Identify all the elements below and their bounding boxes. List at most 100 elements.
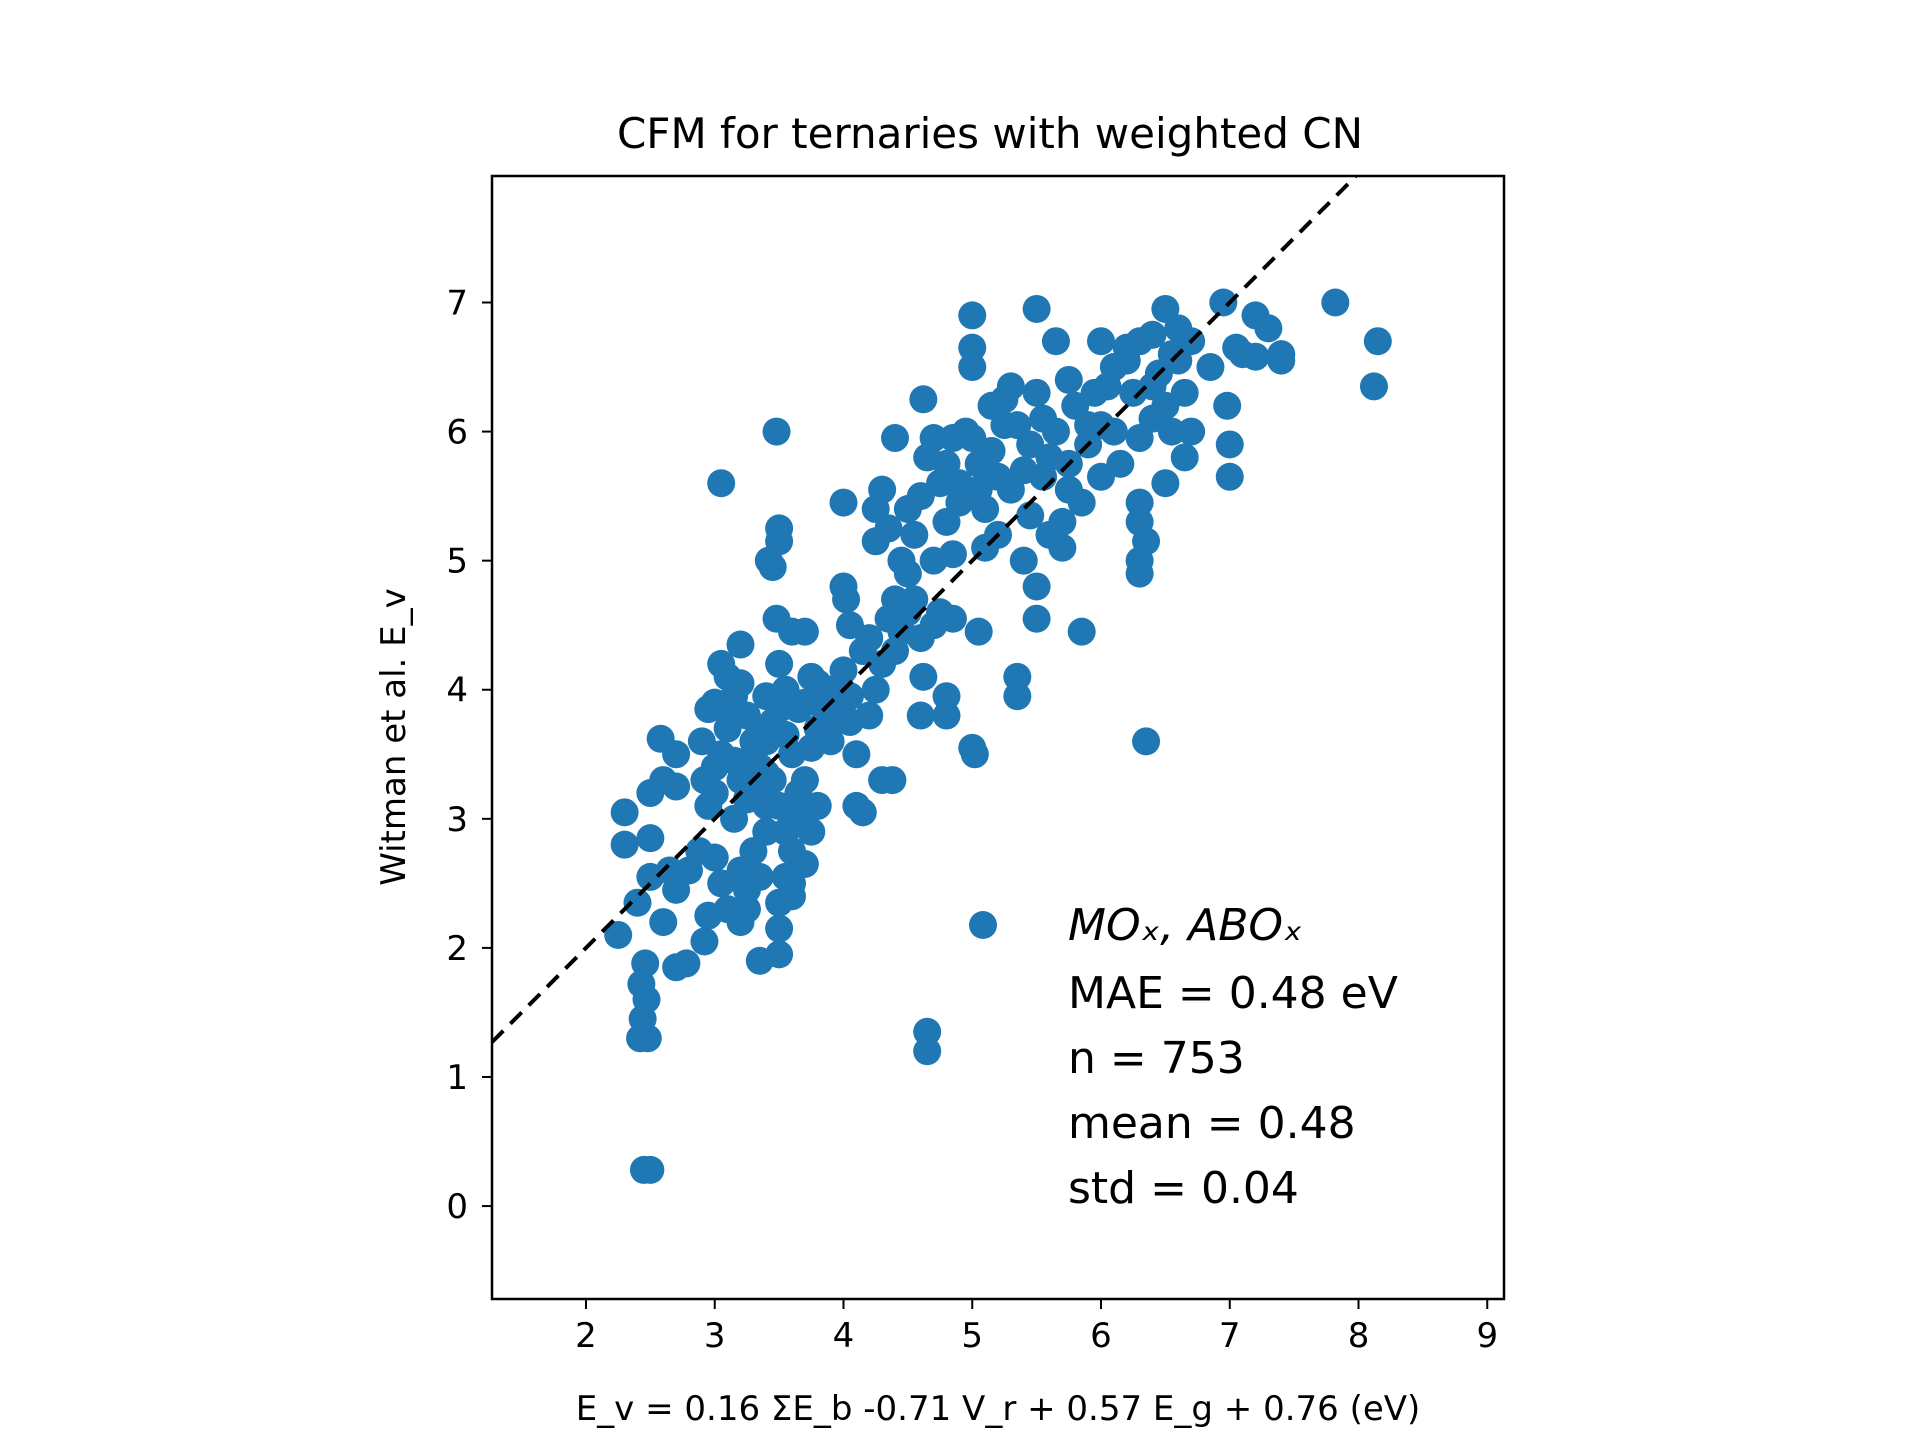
data-point [1209,288,1238,317]
data-point [1041,327,1070,356]
data-point [636,1155,665,1184]
data-point [662,740,691,769]
data-point [855,624,884,653]
data-point [861,675,890,704]
data-point [958,353,987,382]
data-point [878,766,907,795]
x-tick-layer: 2 3 4 5 6 7 8 9 [575,1299,1498,1356]
data-point [1035,443,1064,472]
data-point [1138,320,1167,349]
y-tick-label: 1 [446,1058,468,1098]
data-point [765,695,794,724]
data-point [1321,288,1350,317]
data-point [707,740,736,769]
data-point [1022,378,1051,407]
data-point [913,1017,942,1046]
data-point [720,804,749,833]
data-point [745,714,774,743]
data-point [880,637,909,666]
data-point [1151,469,1180,498]
plot-frame [490,174,1506,1301]
data-point [713,714,742,743]
reference-line [490,174,1358,1044]
data-point [909,662,938,691]
y-tick-label: 0 [446,1187,468,1227]
data-point [958,301,987,330]
data-point [1213,391,1242,420]
reference-line-layer [490,174,1358,1044]
chart-title: CFM for ternaries with weighted CN [617,109,1363,158]
data-point [1112,346,1141,375]
data-point [960,740,989,769]
marker-layer [604,288,1392,1184]
data-point [732,895,761,924]
data-point [1009,546,1038,575]
data-point [932,449,961,478]
legend-marker [969,911,997,939]
data-point [842,740,871,769]
data-point [906,701,935,730]
data-point [1041,417,1070,446]
data-point [1177,417,1206,446]
data-point [1067,617,1096,646]
data-point [1215,462,1244,491]
data-point [1170,443,1199,472]
data-point [790,849,819,878]
data-point [1048,507,1077,536]
data-point [919,611,948,640]
legend-std: std = 0.04 [1068,1163,1299,1214]
data-point [1048,533,1077,562]
data-point [1125,559,1154,588]
data-point [765,514,794,543]
data-point [762,417,791,446]
data-point [797,817,826,846]
y-tick-label: 5 [446,542,468,582]
data-point [732,875,761,904]
data-point [1125,488,1154,517]
data-point [790,688,819,717]
data-point [835,682,864,711]
data-point [913,1037,942,1066]
x-tick-label: 9 [1476,1316,1498,1356]
data-point [842,791,871,820]
data-point [964,617,993,646]
data-point [1016,501,1045,530]
data-point [662,772,691,801]
data-point [1074,411,1103,440]
data-point [726,630,755,659]
data-point [1022,572,1051,601]
data-point [893,495,922,524]
data-point [610,798,639,827]
data-point [631,949,660,978]
data-point [958,333,987,362]
legend-n: n = 753 [1068,1033,1245,1084]
data-point [932,701,961,730]
data-point [790,617,819,646]
data-point [707,469,736,498]
x-tick-label: 2 [575,1316,597,1356]
data-point [765,649,794,678]
data-point [649,908,678,937]
data-point [909,385,938,414]
data-point [1099,417,1128,446]
data-point [700,779,729,808]
data-point [1254,314,1283,343]
x-tick-label: 5 [961,1316,983,1356]
data-point [932,682,961,711]
x-axis-label: E_v = 0.16 ΣE_b -0.71 V_r + 0.57 E_g + 0… [576,1389,1421,1429]
x-tick-label: 8 [1348,1316,1370,1356]
data-point [816,727,845,756]
x-tick-label: 3 [704,1316,726,1356]
data-point [685,837,714,866]
data-point [868,475,897,504]
data-point [919,546,948,575]
y-tick-layer: 0 1 2 3 4 5 6 7 [446,283,492,1227]
data-point [1022,294,1051,323]
data-point [990,385,1019,414]
data-point [880,424,909,453]
legend-mae: MAE = 0.48 eV [1068,968,1398,1019]
data-point [938,424,967,453]
data-point [919,424,948,453]
data-point [1132,527,1161,556]
